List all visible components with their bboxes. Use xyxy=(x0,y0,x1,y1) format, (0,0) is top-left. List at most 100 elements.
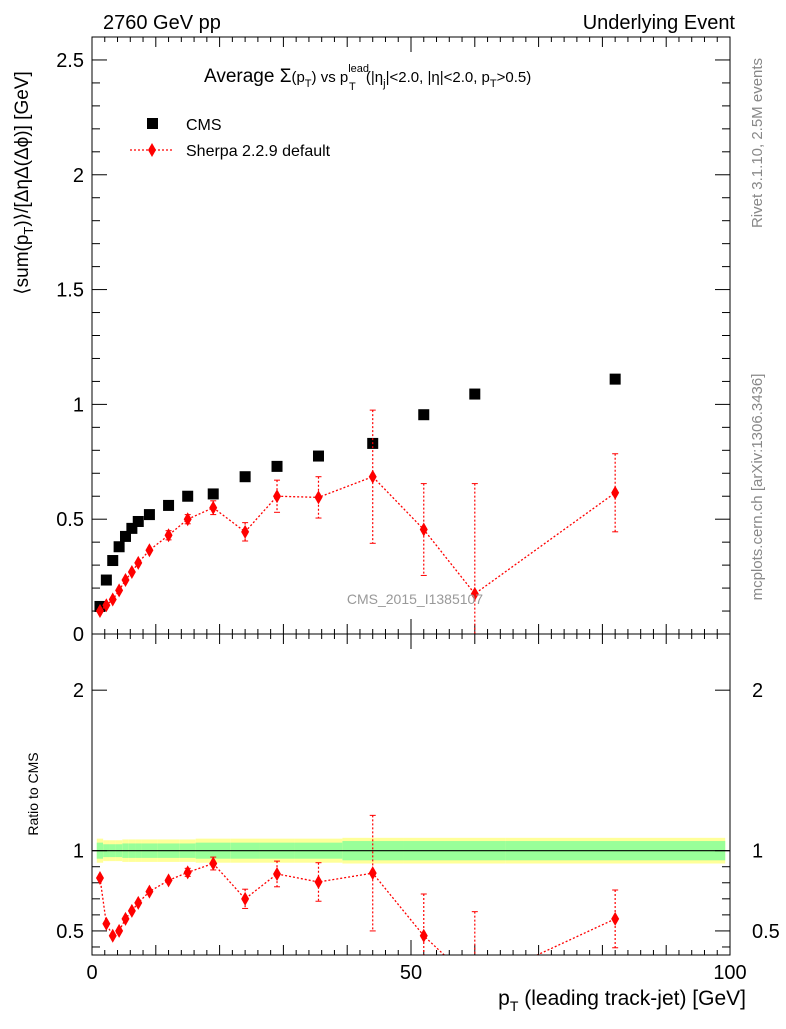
cms-point xyxy=(207,488,219,500)
title-rest1: |<2.0, |η|<2.0, p xyxy=(386,69,490,86)
sherpa-point xyxy=(611,485,620,500)
sherpa-point xyxy=(95,604,104,619)
title-vs-sub: T xyxy=(349,81,356,93)
title-p1: (p xyxy=(291,69,304,86)
top-y-axis-title: ⟨sum(pT)⟩/[ΔηΔ(Δϕ)] [GeV] xyxy=(12,71,36,295)
cms-point xyxy=(239,471,251,483)
legend: CMS Sherpa 2.2.9 default xyxy=(130,117,331,160)
cms-point xyxy=(132,515,144,527)
top-panel-axes: 0 0.5 1 1.5 2 2.5 xyxy=(56,36,731,646)
title-rest2: >0.5) xyxy=(497,69,532,86)
title-vs: vs p xyxy=(317,69,349,86)
chart-title: Average Σ(pT) vs plead T (|ηj|<2.0, |η|<2… xyxy=(204,63,531,93)
ratio-y-tick-label: 0.5 xyxy=(56,921,84,943)
ratio-sherpa-point xyxy=(108,928,117,943)
cms-point xyxy=(143,509,155,521)
ratio-sherpa-point xyxy=(368,866,377,881)
sherpa-point xyxy=(121,573,130,588)
title-eta-sub: j xyxy=(382,78,385,90)
ratio-sherpa-point xyxy=(419,928,428,943)
top-y-tick-label: 2 xyxy=(73,165,84,187)
title-vs-sup: lead xyxy=(348,63,369,75)
ratio-sherpa-point xyxy=(127,903,136,918)
sherpa-point xyxy=(164,528,173,543)
ratio-sherpa-point xyxy=(241,891,250,906)
cms-point xyxy=(312,450,324,462)
title-eta: (|η xyxy=(362,69,383,86)
sherpa-point xyxy=(314,490,323,505)
x-tick-label: 100 xyxy=(713,962,746,984)
sherpa-point xyxy=(241,524,250,539)
sherpa-point xyxy=(183,512,192,527)
cms-point xyxy=(100,574,112,586)
top-y-tick-label: 0.5 xyxy=(56,509,84,531)
ratio-y-tick-label-right: 2 xyxy=(752,680,763,702)
sherpa-point xyxy=(145,543,154,558)
top-panel-marks xyxy=(94,373,621,634)
sherpa-point xyxy=(470,586,479,601)
cms-point xyxy=(163,499,175,511)
top-y-tick-label: 2.5 xyxy=(56,50,84,72)
ratio-sherpa-point xyxy=(314,874,323,889)
top-y-tick-label: 1 xyxy=(73,394,84,416)
ratio-sherpa-point xyxy=(273,866,282,881)
top-y-tick-label: 0 xyxy=(73,624,84,646)
title-prefix: Average xyxy=(204,66,280,87)
sherpa-point xyxy=(102,598,111,613)
ratio-sherpa-line xyxy=(99,862,616,955)
cms-point xyxy=(271,460,283,472)
sherpa-point xyxy=(209,500,218,515)
cms-point xyxy=(469,388,481,400)
title-rest-sub: T xyxy=(490,78,497,90)
legend-cms-label: CMS xyxy=(186,117,222,134)
title-p1-sub: T xyxy=(305,78,312,90)
title-p1-close: ) xyxy=(312,69,317,86)
bottom-panel-frame xyxy=(91,633,731,956)
ratio-y-tick-label: 2 xyxy=(73,680,84,702)
sherpa-point xyxy=(127,565,136,580)
ratio-y-tick-label-right: 1 xyxy=(752,841,763,863)
header-energy: 2760 GeV pp xyxy=(103,12,221,34)
bottom-panel-marks xyxy=(95,814,620,991)
title-sigma: Σ xyxy=(280,66,292,87)
ratio-y-tick-label: 1 xyxy=(73,841,84,863)
ratio-sherpa-point xyxy=(611,911,620,926)
analysis-watermark: CMS_2015_I1385107 xyxy=(347,591,483,607)
ratio-uncertainty-band xyxy=(92,837,730,864)
ratio-sherpa-point xyxy=(209,856,218,871)
legend-cms-marker xyxy=(147,118,158,129)
mcplots-label: mcplots.cern.ch [arXiv:1306.3436] xyxy=(749,374,766,601)
sherpa-point xyxy=(273,489,282,504)
ratio-sherpa-point xyxy=(95,870,104,885)
top-y-tick-label: 1.5 xyxy=(56,280,84,302)
ratio-sherpa-point xyxy=(164,873,173,888)
x-axis-title: pT (leading track-jet) [GeV] xyxy=(498,987,746,1014)
x-tick-label: 0 xyxy=(86,962,97,984)
ratio-sherpa-point xyxy=(145,884,154,899)
ratio-sherpa-point xyxy=(121,911,130,926)
legend-sherpa-label: Sherpa 2.2.9 default xyxy=(186,143,331,160)
rivet-label: Rivet 3.1.10, 2.5M events xyxy=(749,58,766,228)
ratio-sherpa-point xyxy=(102,916,111,931)
header-process: Underlying Event xyxy=(583,12,736,34)
cms-point xyxy=(126,522,138,534)
cms-point xyxy=(119,530,131,542)
x-tick-label: 50 xyxy=(400,962,422,984)
cms-point xyxy=(418,409,430,421)
sherpa-point xyxy=(134,555,143,570)
sherpa-point xyxy=(368,469,377,484)
ratio-sherpa-point xyxy=(471,977,479,991)
bottom-y-axis-title: Ratio to CMS xyxy=(25,752,41,835)
ratio-y-tick-label-right: 0.5 xyxy=(752,921,780,943)
cms-point xyxy=(113,541,125,553)
cms-point xyxy=(609,373,621,385)
legend-sherpa-marker xyxy=(148,143,156,157)
ratio-sherpa-point xyxy=(115,923,124,938)
sherpa-point xyxy=(108,592,117,607)
ratio-sherpa-point xyxy=(183,865,192,880)
cms-point xyxy=(182,490,194,502)
ratio-sherpa-point xyxy=(134,895,143,910)
cms-point xyxy=(107,555,119,567)
